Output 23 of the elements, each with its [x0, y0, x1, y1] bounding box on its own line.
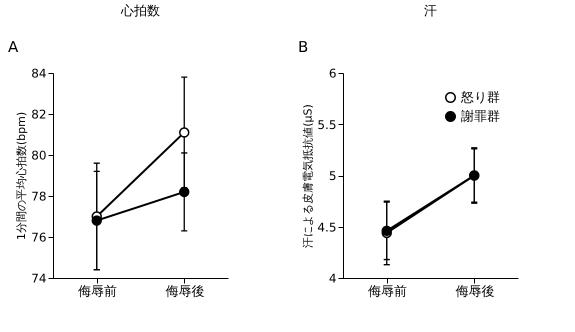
y-tick-label: 78	[31, 190, 46, 204]
y-tick-label: 4	[328, 272, 336, 286]
chart-title: 汗	[424, 4, 437, 19]
text: B	[298, 38, 308, 56]
y-tick-label: 80	[31, 148, 46, 162]
y-tick-label: 6	[328, 66, 336, 80]
y-tick-label: 5	[328, 169, 336, 183]
y-axis-title: 1分間の平均心拍数(bpm)	[15, 112, 28, 240]
legend-label: 怒り群	[460, 90, 500, 106]
x-tick-label: 侮辱前	[78, 284, 117, 300]
y-tick-label: 84	[31, 66, 46, 80]
y-tick-label: 76	[31, 230, 46, 244]
y-tick-label: 82	[31, 108, 46, 122]
chart-title: 心拍数	[120, 3, 160, 19]
x-tick-label: 侮辱後	[455, 284, 494, 300]
y-tick-label: 74	[31, 272, 46, 286]
y-axis-title: 汗による皮膚電気抵抗値(μS)	[301, 104, 314, 248]
x-tick-label: 侮辱前	[368, 284, 407, 300]
text: A	[8, 38, 19, 56]
y-tick-label: 4.5	[317, 220, 336, 234]
y-tick-label: 5.5	[317, 118, 336, 132]
x-tick-label: 侮辱後	[165, 284, 204, 300]
legend-label: 謝罪群	[461, 110, 500, 124]
